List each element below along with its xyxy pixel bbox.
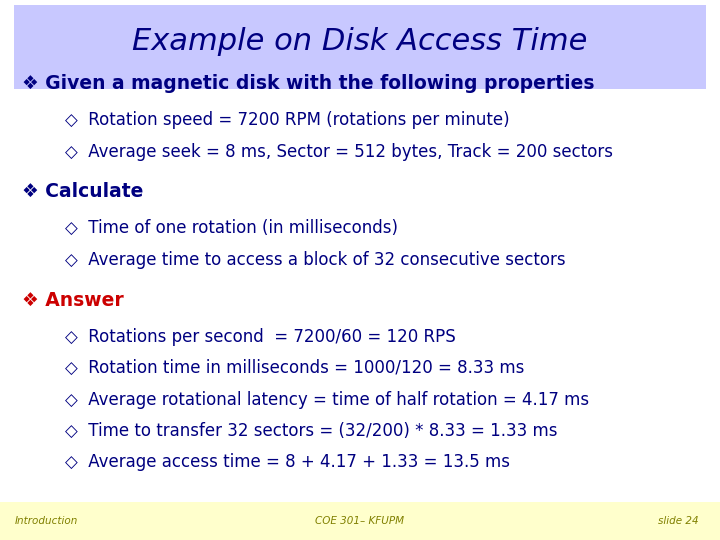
- Text: slide 24: slide 24: [658, 516, 698, 526]
- Text: ◇  Rotation speed = 7200 RPM (rotations per minute): ◇ Rotation speed = 7200 RPM (rotations p…: [65, 111, 510, 129]
- FancyBboxPatch shape: [0, 502, 720, 540]
- Text: ❖ Calculate: ❖ Calculate: [22, 182, 143, 201]
- Text: ◇  Average time to access a block of 32 consecutive sectors: ◇ Average time to access a block of 32 c…: [65, 251, 565, 269]
- Text: ❖ Given a magnetic disk with the following properties: ❖ Given a magnetic disk with the followi…: [22, 74, 594, 93]
- Text: ◇  Average access time = 8 + 4.17 + 1.33 = 13.5 ms: ◇ Average access time = 8 + 4.17 + 1.33 …: [65, 453, 510, 471]
- Text: ◇  Rotations per second  = 7200/60 = 120 RPS: ◇ Rotations per second = 7200/60 = 120 R…: [65, 328, 456, 346]
- Text: ◇  Time to transfer 32 sectors = (32/200) * 8.33 = 1.33 ms: ◇ Time to transfer 32 sectors = (32/200)…: [65, 422, 557, 440]
- Text: ◇  Rotation time in milliseconds = 1000/120 = 8.33 ms: ◇ Rotation time in milliseconds = 1000/1…: [65, 359, 524, 377]
- Text: Example on Disk Access Time: Example on Disk Access Time: [132, 27, 588, 56]
- Text: ◇  Average seek = 8 ms, Sector = 512 bytes, Track = 200 sectors: ◇ Average seek = 8 ms, Sector = 512 byte…: [65, 143, 613, 161]
- Text: Introduction: Introduction: [14, 516, 78, 526]
- Text: ◇  Average rotational latency = time of half rotation = 4.17 ms: ◇ Average rotational latency = time of h…: [65, 390, 589, 409]
- Text: COE 301– KFUPM: COE 301– KFUPM: [315, 516, 405, 526]
- Text: ◇  Time of one rotation (in milliseconds): ◇ Time of one rotation (in milliseconds): [65, 219, 397, 237]
- Text: ❖ Answer: ❖ Answer: [22, 291, 123, 310]
- FancyBboxPatch shape: [14, 5, 706, 89]
